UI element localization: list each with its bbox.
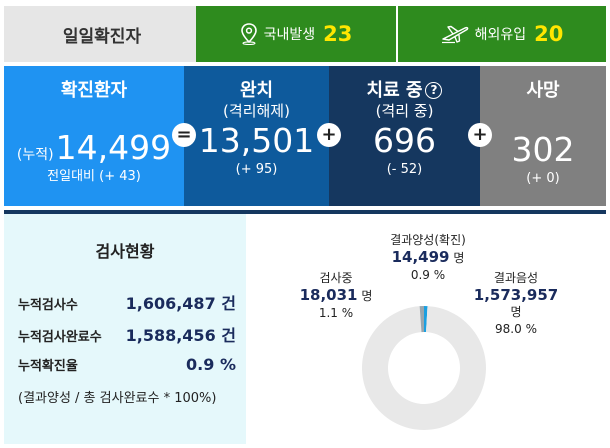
released-title: 완치 (239, 80, 274, 101)
equals-icon: = (172, 123, 196, 147)
deaths-change: (+ 0) (526, 171, 560, 186)
positivity-formula-note: (결과양성 / 총 검사완료수 * 100%) (18, 391, 217, 406)
confirmed-prefix: (누적) (16, 147, 54, 163)
section-divider (4, 210, 606, 214)
banner-arrow (182, 6, 196, 62)
domestic-cases: 국내발생 23 (196, 6, 396, 62)
confirmed-box: 확진환자 (누적) 14,499 전일대비 (+ 43) (4, 66, 184, 206)
location-pin-icon (240, 23, 258, 45)
test-status-panel: 검사현황 누적검사수 1,606,487 건 누적검사완료수 1,588,456… (4, 214, 246, 444)
confirmed-value-line: (누적) 14,499 (4, 128, 184, 168)
negative-value: 1,573,957 (473, 286, 559, 304)
deaths-value: 302 (511, 130, 575, 169)
released-subtitle: (격리해제) (223, 102, 290, 120)
donut-slice (362, 306, 486, 430)
negative-percent: 98.0 % (495, 322, 537, 336)
confirmed-title: 확진환자 (60, 80, 128, 101)
treating-title: 치료 중 (366, 80, 423, 101)
test-row: 누적검사수 1,606,487 건 (18, 290, 236, 314)
testing-unit: 명 (361, 289, 373, 303)
airplane-icon (441, 24, 469, 44)
test-row: 누적검사완료수 1,588,456 건 (18, 322, 236, 346)
test-result-chart: 결과양성(확진) 14,499 명 0.9 % 검사중 18,031 명 1.1… (246, 214, 606, 444)
test-row: 누적확진율 0.9 % (18, 355, 236, 374)
confirmed-change: 전일대비 (+ 43) (47, 169, 141, 184)
donut-chart (362, 306, 486, 430)
domestic-label: 국내발생 (263, 27, 316, 43)
deaths-box: 사망 302 (+ 0) (480, 66, 606, 206)
help-icon[interactable]: ? (425, 82, 443, 99)
treating-subtitle: (격리 중) (375, 102, 434, 120)
test-row-label: 누적검사수 (18, 298, 78, 313)
released-box: 완치 (격리해제) 13,501 (+ 95) (184, 66, 329, 206)
donut-slice (424, 306, 428, 333)
negative-label-group: 결과음성 1,573,957 명 98.0 % (464, 270, 568, 338)
overseas-value: 20 (534, 22, 564, 46)
testing-percent: 1.1 % (318, 306, 354, 320)
positive-percent: 0.9 % (410, 268, 446, 282)
overseas-cases: 해외유입 20 (398, 6, 606, 62)
deaths-title: 사망 (526, 80, 560, 101)
treating-change: (- 52) (386, 162, 423, 177)
stats-row: 확진환자 (누적) 14,499 전일대비 (+ 43) 완치 (격리해제) 1… (4, 66, 606, 206)
test-row-value: 0.9 % (186, 355, 236, 374)
treating-value: 696 (373, 121, 436, 160)
test-row-value: 1,588,456 건 (125, 326, 236, 345)
donut-slice (419, 306, 424, 333)
released-change: (+ 95) (235, 162, 278, 177)
daily-banner: 일일확진자 국내발생 23 해외유입 20 (4, 6, 606, 62)
positive-unit: 명 (453, 251, 465, 265)
negative-label: 결과음성 (493, 271, 539, 285)
positive-label-group: 결과양성(확진) 14,499 명 0.9 % (368, 232, 488, 284)
test-row-label: 누적확진율 (18, 359, 78, 374)
overseas-label: 해외유입 (474, 27, 527, 43)
plus-icon: + (468, 123, 492, 147)
treating-title-line: 치료 중? (329, 80, 480, 102)
testing-label: 검사중 (319, 271, 353, 285)
domestic-value: 23 (323, 22, 353, 46)
daily-confirmed-label: 일일확진자 (4, 6, 200, 62)
released-value: 13,501 (198, 121, 315, 160)
confirmed-value: 14,499 (55, 128, 172, 167)
negative-unit: 명 (510, 305, 522, 319)
testing-label-group: 검사중 18,031 명 1.1 % (292, 270, 380, 322)
positive-value: 14,499 (391, 248, 450, 266)
test-status-title: 검사현황 (95, 242, 155, 261)
plus-icon: + (317, 123, 341, 147)
test-row-label: 누적검사완료수 (18, 330, 102, 345)
test-row-value: 1,606,487 건 (125, 294, 236, 313)
positive-label: 결과양성(확진) (390, 233, 466, 247)
testing-value: 18,031 (299, 286, 358, 304)
treating-box: 치료 중? (격리 중) 696 (- 52) (329, 66, 480, 206)
